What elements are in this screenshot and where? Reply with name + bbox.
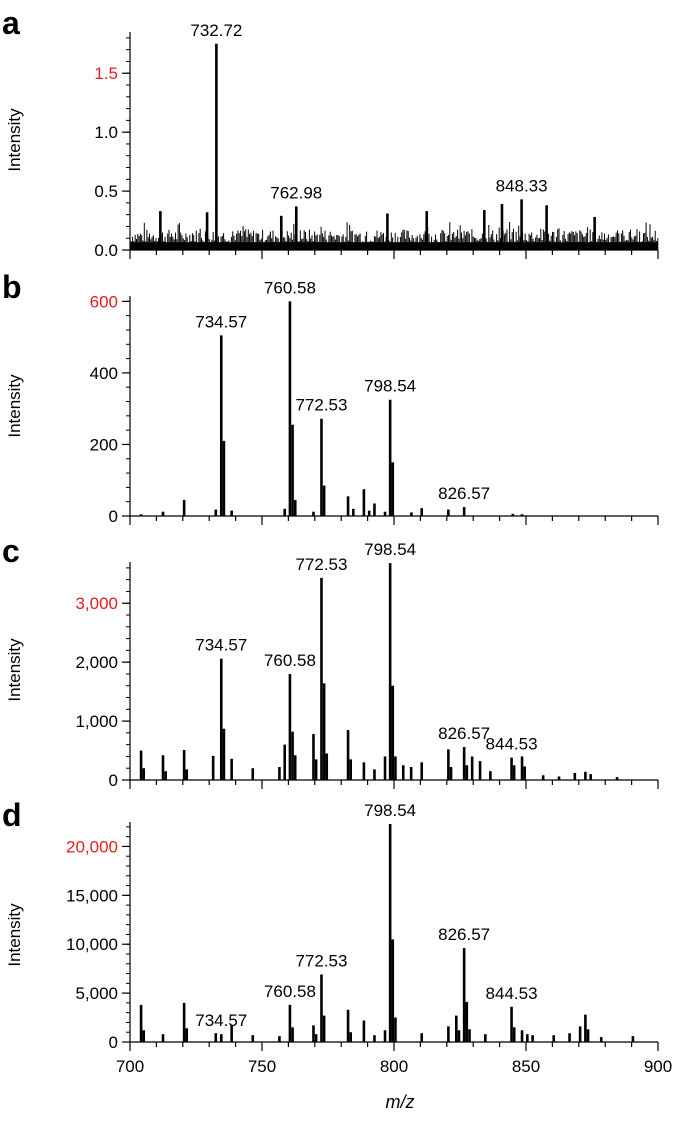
peak-label: 762.98 bbox=[270, 183, 322, 202]
panel-b: b Intensity 0 200 400 600 734.57 760.58 772.5… bbox=[2, 269, 659, 526]
x-tick-label: 800 bbox=[380, 1057, 408, 1076]
peak-label: 826.57 bbox=[438, 925, 490, 944]
peak-label: 734.57 bbox=[195, 1011, 247, 1030]
y-tick-label: 0 bbox=[109, 507, 118, 526]
panel-d: d Intensity 0 5,000 10,000 15,000 20,000 734… bbox=[2, 797, 659, 1052]
peak-bars bbox=[159, 43, 596, 250]
panel-letter: c bbox=[2, 533, 20, 569]
y-tick-label: 5,000 bbox=[75, 984, 118, 1003]
x-axis bbox=[129, 1041, 659, 1051]
peak-label: 826.57 bbox=[438, 484, 490, 503]
peak-label: 772.53 bbox=[295, 952, 347, 971]
peak-label: 760.58 bbox=[264, 982, 316, 1001]
peak-label: 798.54 bbox=[364, 540, 416, 559]
peak-label: 734.57 bbox=[195, 312, 247, 331]
x-axis-label: m/z bbox=[386, 1092, 415, 1112]
peak-label: 732.72 bbox=[190, 21, 242, 40]
x-tick-label: 750 bbox=[248, 1057, 276, 1076]
x-tick-label: 700 bbox=[116, 1057, 144, 1076]
x-tick-labels: 700 750 800 850 900 bbox=[116, 1057, 672, 1076]
y-tick-label: 600 bbox=[90, 292, 118, 311]
peak-label: 798.54 bbox=[364, 377, 416, 396]
noise-trace bbox=[129, 221, 659, 250]
x-tick-label: 850 bbox=[512, 1057, 540, 1076]
x-axis bbox=[129, 515, 659, 525]
peak-label: 772.53 bbox=[295, 396, 347, 415]
peak-label: 760.58 bbox=[264, 651, 316, 670]
y-ticks: 0 200 400 600 bbox=[90, 292, 131, 526]
peak-labels: 732.72 762.98 848.33 bbox=[190, 21, 547, 203]
y-axis-label: Intensity bbox=[5, 108, 24, 172]
y-axis-label: Intensity bbox=[5, 638, 24, 702]
y-ticks: 0.0 0.5 1.0 1.5 bbox=[94, 32, 131, 260]
y-tick-label: 200 bbox=[90, 435, 118, 454]
y-ticks: 0 1,000 2,000 3,000 bbox=[75, 562, 131, 790]
x-tick-label: 900 bbox=[644, 1057, 672, 1076]
y-ticks: 0 5,000 10,000 15,000 20,000 bbox=[66, 822, 131, 1052]
peak-labels: 734.57 760.58 772.53 798.54 826.57 bbox=[195, 278, 490, 503]
y-tick-label: 20,000 bbox=[66, 837, 118, 856]
panel-letter: b bbox=[2, 269, 22, 305]
y-tick-label: 2,000 bbox=[75, 653, 118, 672]
x-axis bbox=[129, 249, 659, 259]
y-tick-label: 1,000 bbox=[75, 712, 118, 731]
peak-label: 798.54 bbox=[364, 801, 416, 820]
peak-bars bbox=[139, 301, 524, 516]
peak-label: 772.53 bbox=[295, 555, 347, 574]
panel-a: a Intensity 0.0 0.5 1.0 1.5 732.72 762.98 848… bbox=[2, 5, 659, 260]
y-tick-label: 10,000 bbox=[66, 935, 118, 954]
peak-label: 734.57 bbox=[195, 636, 247, 655]
peak-bars bbox=[139, 563, 619, 780]
x-axis bbox=[129, 779, 659, 789]
panel-c: c Intensity 0 1,000 2,000 3,000 734.57 760.5… bbox=[2, 533, 659, 790]
peak-labels: 734.57 760.58 772.53 798.54 826.57 844.53 bbox=[195, 801, 537, 1030]
y-tick-label: 0.0 bbox=[94, 241, 118, 260]
y-tick-label: 3,000 bbox=[75, 594, 118, 613]
peak-label: 848.33 bbox=[496, 176, 548, 195]
panel-letter: a bbox=[2, 5, 20, 41]
y-tick-label: 15,000 bbox=[66, 886, 118, 905]
peak-bars bbox=[139, 823, 635, 1042]
y-tick-label: 0.5 bbox=[94, 182, 118, 201]
peak-label: 826.57 bbox=[438, 724, 490, 743]
y-axis-label: Intensity bbox=[5, 903, 24, 967]
y-tick-label: 1.5 bbox=[94, 64, 118, 83]
peak-label: 844.53 bbox=[486, 984, 538, 1003]
y-tick-label: 1.0 bbox=[94, 123, 118, 142]
y-tick-label: 0 bbox=[109, 771, 118, 790]
y-tick-label: 400 bbox=[90, 364, 118, 383]
panel-letter: d bbox=[2, 797, 22, 833]
y-axis-label: Intensity bbox=[5, 374, 24, 438]
y-tick-label: 0 bbox=[109, 1033, 118, 1052]
peak-label: 844.53 bbox=[486, 735, 538, 754]
peak-label: 760.58 bbox=[264, 278, 316, 297]
